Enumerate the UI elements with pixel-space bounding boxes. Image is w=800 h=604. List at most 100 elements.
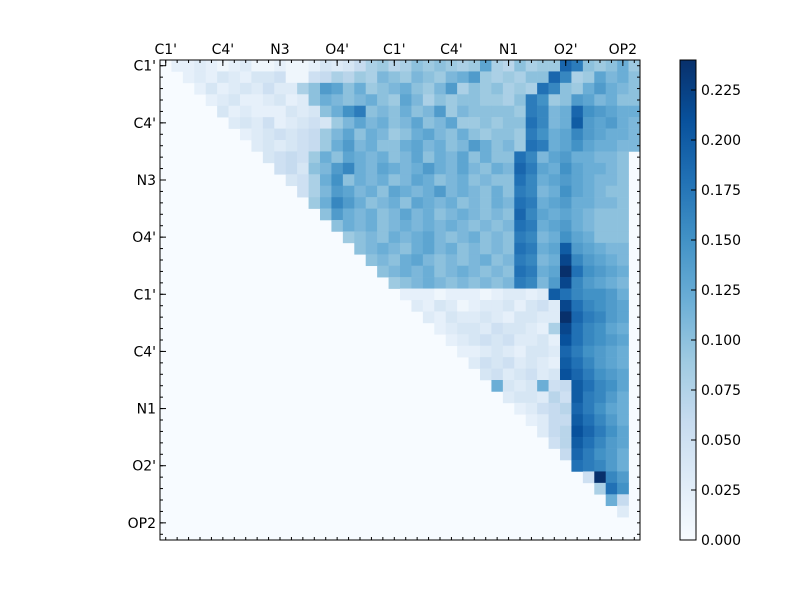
heatmap-cell	[457, 117, 469, 129]
heatmap-cell	[605, 368, 618, 381]
heatmap-cell	[594, 140, 607, 152]
heatmap-cell	[297, 140, 309, 152]
heatmap-cell	[491, 60, 504, 72]
heatmap-cell	[468, 128, 481, 141]
heatmap-cell	[377, 220, 389, 232]
heatmap-cell	[331, 208, 344, 221]
heatmap-cell	[445, 71, 458, 84]
heatmap-cell	[560, 117, 572, 129]
heatmap-cell	[514, 208, 527, 221]
heatmap-cell	[468, 357, 481, 369]
heatmap-cell	[571, 208, 584, 221]
heatmap-cell	[365, 197, 378, 209]
heatmap-cell	[331, 105, 344, 118]
heatmap-cell	[411, 94, 424, 107]
heatmap-cell	[262, 82, 275, 95]
heatmap-cell	[297, 174, 309, 187]
heatmap-cell	[502, 345, 515, 358]
x-tick-label: C1'	[154, 42, 177, 58]
heatmap-cell	[354, 94, 367, 107]
heatmap-cell	[422, 60, 435, 72]
heatmap-cell	[285, 162, 298, 175]
heatmap-cell	[548, 128, 561, 141]
heatmap-cell	[445, 208, 458, 221]
heatmap-cell	[342, 105, 355, 118]
heatmap-cell	[480, 128, 492, 141]
heatmap-cell	[594, 208, 607, 221]
heatmap-cell	[537, 380, 549, 392]
heatmap-cell	[594, 277, 607, 289]
heatmap-cell	[331, 71, 344, 84]
heatmap-cell	[434, 185, 447, 198]
heatmap-cell	[525, 197, 538, 209]
heatmap-cell	[560, 414, 572, 427]
heatmap-cell	[617, 357, 629, 369]
heatmap-cell	[434, 71, 447, 84]
heatmap-cell	[525, 414, 538, 427]
heatmap-cell	[445, 242, 458, 255]
heatmap-cell	[594, 471, 607, 484]
heatmap-cell	[434, 128, 447, 141]
heatmap-cell	[514, 265, 527, 278]
heatmap-cell	[480, 60, 492, 72]
heatmap-cell	[594, 117, 607, 129]
heatmap-cell	[571, 174, 584, 187]
heatmap-cell	[320, 162, 332, 175]
heatmap-cell	[400, 60, 412, 72]
heatmap-cell	[434, 265, 447, 278]
heatmap-cell	[628, 71, 641, 84]
heatmap-cell	[537, 391, 549, 404]
heatmap-cell	[514, 105, 527, 118]
heatmap-cell	[548, 60, 561, 72]
heatmap-cell	[422, 140, 435, 152]
heatmap-cell	[617, 174, 629, 187]
heatmap-cell	[377, 162, 389, 175]
heatmap-cell	[525, 380, 538, 392]
heatmap-cell	[502, 220, 515, 232]
heatmap-cell	[445, 254, 458, 267]
heatmap-cell	[342, 94, 355, 107]
heatmap-cell	[560, 391, 572, 404]
heatmap-cell	[457, 220, 469, 232]
heatmap-cell	[617, 345, 629, 358]
heatmap-cell	[491, 334, 504, 347]
heatmap-cell	[571, 380, 584, 392]
heatmap-cell	[537, 368, 549, 381]
heatmap-cell	[422, 185, 435, 198]
heatmap-cell	[525, 357, 538, 369]
heatmap-cell	[308, 94, 321, 107]
heatmap-cell	[400, 162, 412, 175]
heatmap-cell	[594, 151, 607, 164]
heatmap-cell	[605, 277, 618, 289]
heatmap-cell	[365, 208, 378, 221]
heatmap-cell	[228, 117, 241, 129]
heatmap-cell	[571, 162, 584, 175]
heatmap-cell	[491, 322, 504, 335]
heatmap-cell	[605, 437, 618, 449]
heatmap-cell	[525, 220, 538, 232]
heatmap-cell	[560, 277, 572, 289]
heatmap-cell	[605, 94, 618, 107]
heatmap-cell	[548, 334, 561, 347]
heatmap-cell	[525, 151, 538, 164]
heatmap-cell	[434, 197, 447, 209]
heatmap-cell	[491, 71, 504, 84]
heatmap-cell	[468, 105, 481, 118]
heatmap-cell	[434, 60, 447, 72]
heatmap-cell	[480, 242, 492, 255]
heatmap-cell	[354, 231, 367, 244]
heatmap-cell	[605, 82, 618, 95]
heatmap-cell	[560, 208, 572, 221]
heatmap-cell	[548, 277, 561, 289]
heatmap-cell	[274, 105, 287, 118]
heatmap-cell	[228, 71, 241, 84]
heatmap-cell	[571, 368, 584, 381]
heatmap-cell	[457, 128, 469, 141]
heatmap-cell	[262, 128, 275, 141]
heatmap-cell	[548, 311, 561, 324]
heatmap-cell	[262, 117, 275, 129]
heatmap-cell	[457, 185, 469, 198]
heatmap-cell	[594, 414, 607, 427]
heatmap-cell	[457, 288, 469, 301]
heatmap-cell	[354, 197, 367, 209]
